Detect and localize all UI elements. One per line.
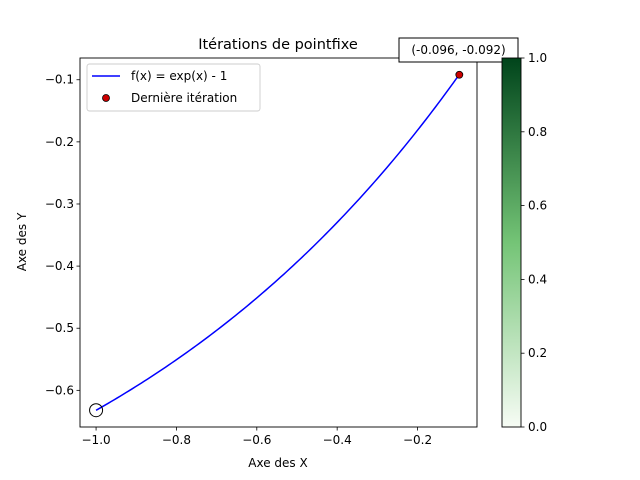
y-tick-label: −0.1 <box>45 73 74 87</box>
plot-frame <box>79 57 478 428</box>
y-axis-ticks: −0.6 −0.5 −0.4 −0.3 −0.2 −0.1 <box>45 73 80 397</box>
annotation-text: (-0.096, -0.092) <box>411 43 505 57</box>
start-marker-circle <box>89 403 104 418</box>
x-tick-label: −1.0 <box>82 433 111 447</box>
colorbar-tick-label: 1.0 <box>528 51 547 65</box>
plot-area: −1.0 −0.8 −0.6 −0.4 −0.2 −0.6−0.5−0.4−0.3−0.… <box>45 57 478 447</box>
colorbar-tick-label: 0.6 <box>528 199 547 213</box>
legend-entry-point: Dernière itération <box>131 91 237 105</box>
y-tick-label: −0.3 <box>45 197 74 211</box>
x-tick-label: −0.4 <box>323 433 352 447</box>
x-axis-label: Axe des X <box>248 456 307 470</box>
colorbar-tick-label: 0.8 <box>528 125 547 139</box>
legend: f(x) = exp(x) - 1 Dernière itération <box>86 63 261 112</box>
y-tick-label: −0.2 <box>45 135 74 149</box>
colorbar-tick-label: 0.4 <box>528 272 547 286</box>
y-tick-label: −0.5 <box>45 321 74 335</box>
colorbar-tick-label: 0.2 <box>528 346 547 360</box>
series-line-exp <box>95 74 460 411</box>
colorbar: 0.0 0.2 0.4 0.6 0.8 1.0 <box>501 51 547 434</box>
annotation-box <box>398 37 519 63</box>
chart-title: Itérations de pointfixe <box>198 37 358 53</box>
x-tick-label: −0.6 <box>242 433 271 447</box>
y-tick-label: −0.6 <box>45 383 74 397</box>
x-tick-label: −0.8 <box>162 433 191 447</box>
colorbar-tick-label: 0.0 <box>528 420 547 434</box>
legend-entry-line: f(x) = exp(x) - 1 <box>131 69 227 83</box>
legend-point-swatch <box>102 94 110 102</box>
legend-box <box>86 63 261 112</box>
colorbar-gradient <box>501 57 522 428</box>
y-axis-label: Axe des Y <box>15 212 29 271</box>
point-annotation: (-0.096, -0.092) <box>398 37 519 63</box>
y-tick-label: −0.4 <box>45 259 74 273</box>
x-axis-ticks: −1.0 −0.8 −0.6 −0.4 −0.2 <box>82 427 432 447</box>
colorbar-ticks: 0.0 0.2 0.4 0.6 0.8 1.0 <box>521 51 547 434</box>
x-tick-label: −0.2 <box>403 433 432 447</box>
last-iteration-point <box>455 70 464 79</box>
